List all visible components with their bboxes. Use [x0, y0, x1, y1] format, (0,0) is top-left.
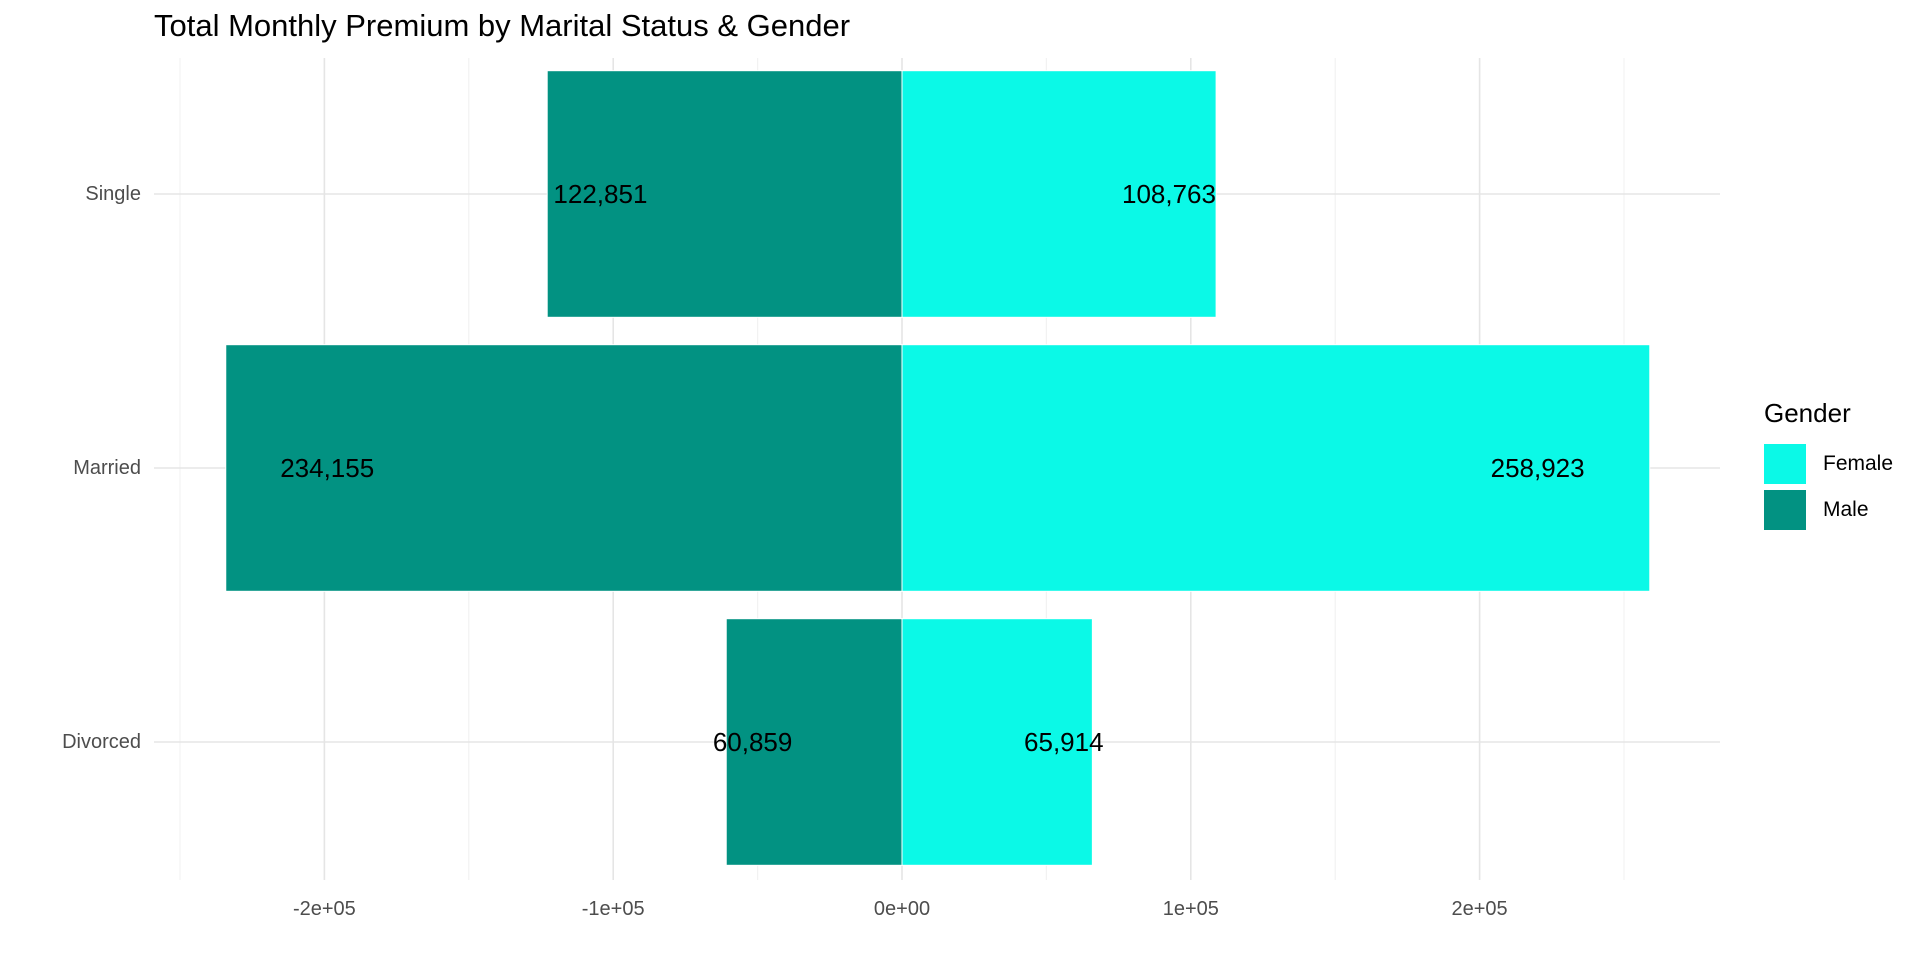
data-label-male-divorced: 60,859 — [713, 727, 793, 757]
x-tick-label: 0e+00 — [874, 898, 930, 920]
data-label-female-single: 108,763 — [1122, 179, 1216, 209]
x-tick-label: -1e+05 — [582, 898, 645, 920]
legend-item-male: Male — [1764, 487, 1893, 533]
bar-male-divorced — [725, 618, 903, 866]
data-label-female-married: 258,923 — [1491, 453, 1585, 483]
data-labels: 108,763 258,923 65,914 122,851 234,155 60,859 — [280, 179, 1584, 757]
bars — [225, 70, 1651, 866]
x-tick-label: 1e+05 — [1163, 898, 1219, 920]
data-label-male-married: 234,155 — [280, 453, 374, 483]
legend-item-female: Female — [1764, 441, 1893, 487]
chart-title: Total Monthly Premium by Marital Status … — [154, 8, 851, 43]
data-label-female-divorced: 65,914 — [1024, 727, 1104, 757]
legend-label-female: Female — [1823, 452, 1894, 475]
legend-label-male: Male — [1823, 498, 1869, 521]
data-label-male-single: 122,851 — [553, 179, 647, 209]
axes: Single Married Divorced -2e+05 -1e+05 0e+00 1e… — [62, 183, 1508, 920]
y-tick-label-single: Single — [85, 183, 141, 205]
legend-swatch-female — [1764, 444, 1806, 484]
legend-swatch-male — [1764, 490, 1806, 530]
legend: Gender Female Male — [1764, 398, 1893, 533]
y-tick-label-married: Married — [73, 457, 141, 479]
bar-male-married — [225, 344, 903, 592]
y-tick-label-divorced: Divorced — [62, 731, 141, 753]
x-tick-label: -2e+05 — [293, 898, 356, 920]
bar-male-single — [546, 70, 903, 318]
legend-title: Gender — [1764, 398, 1851, 428]
bar-female-single — [901, 70, 1217, 318]
x-tick-label: 2e+05 — [1452, 898, 1508, 920]
